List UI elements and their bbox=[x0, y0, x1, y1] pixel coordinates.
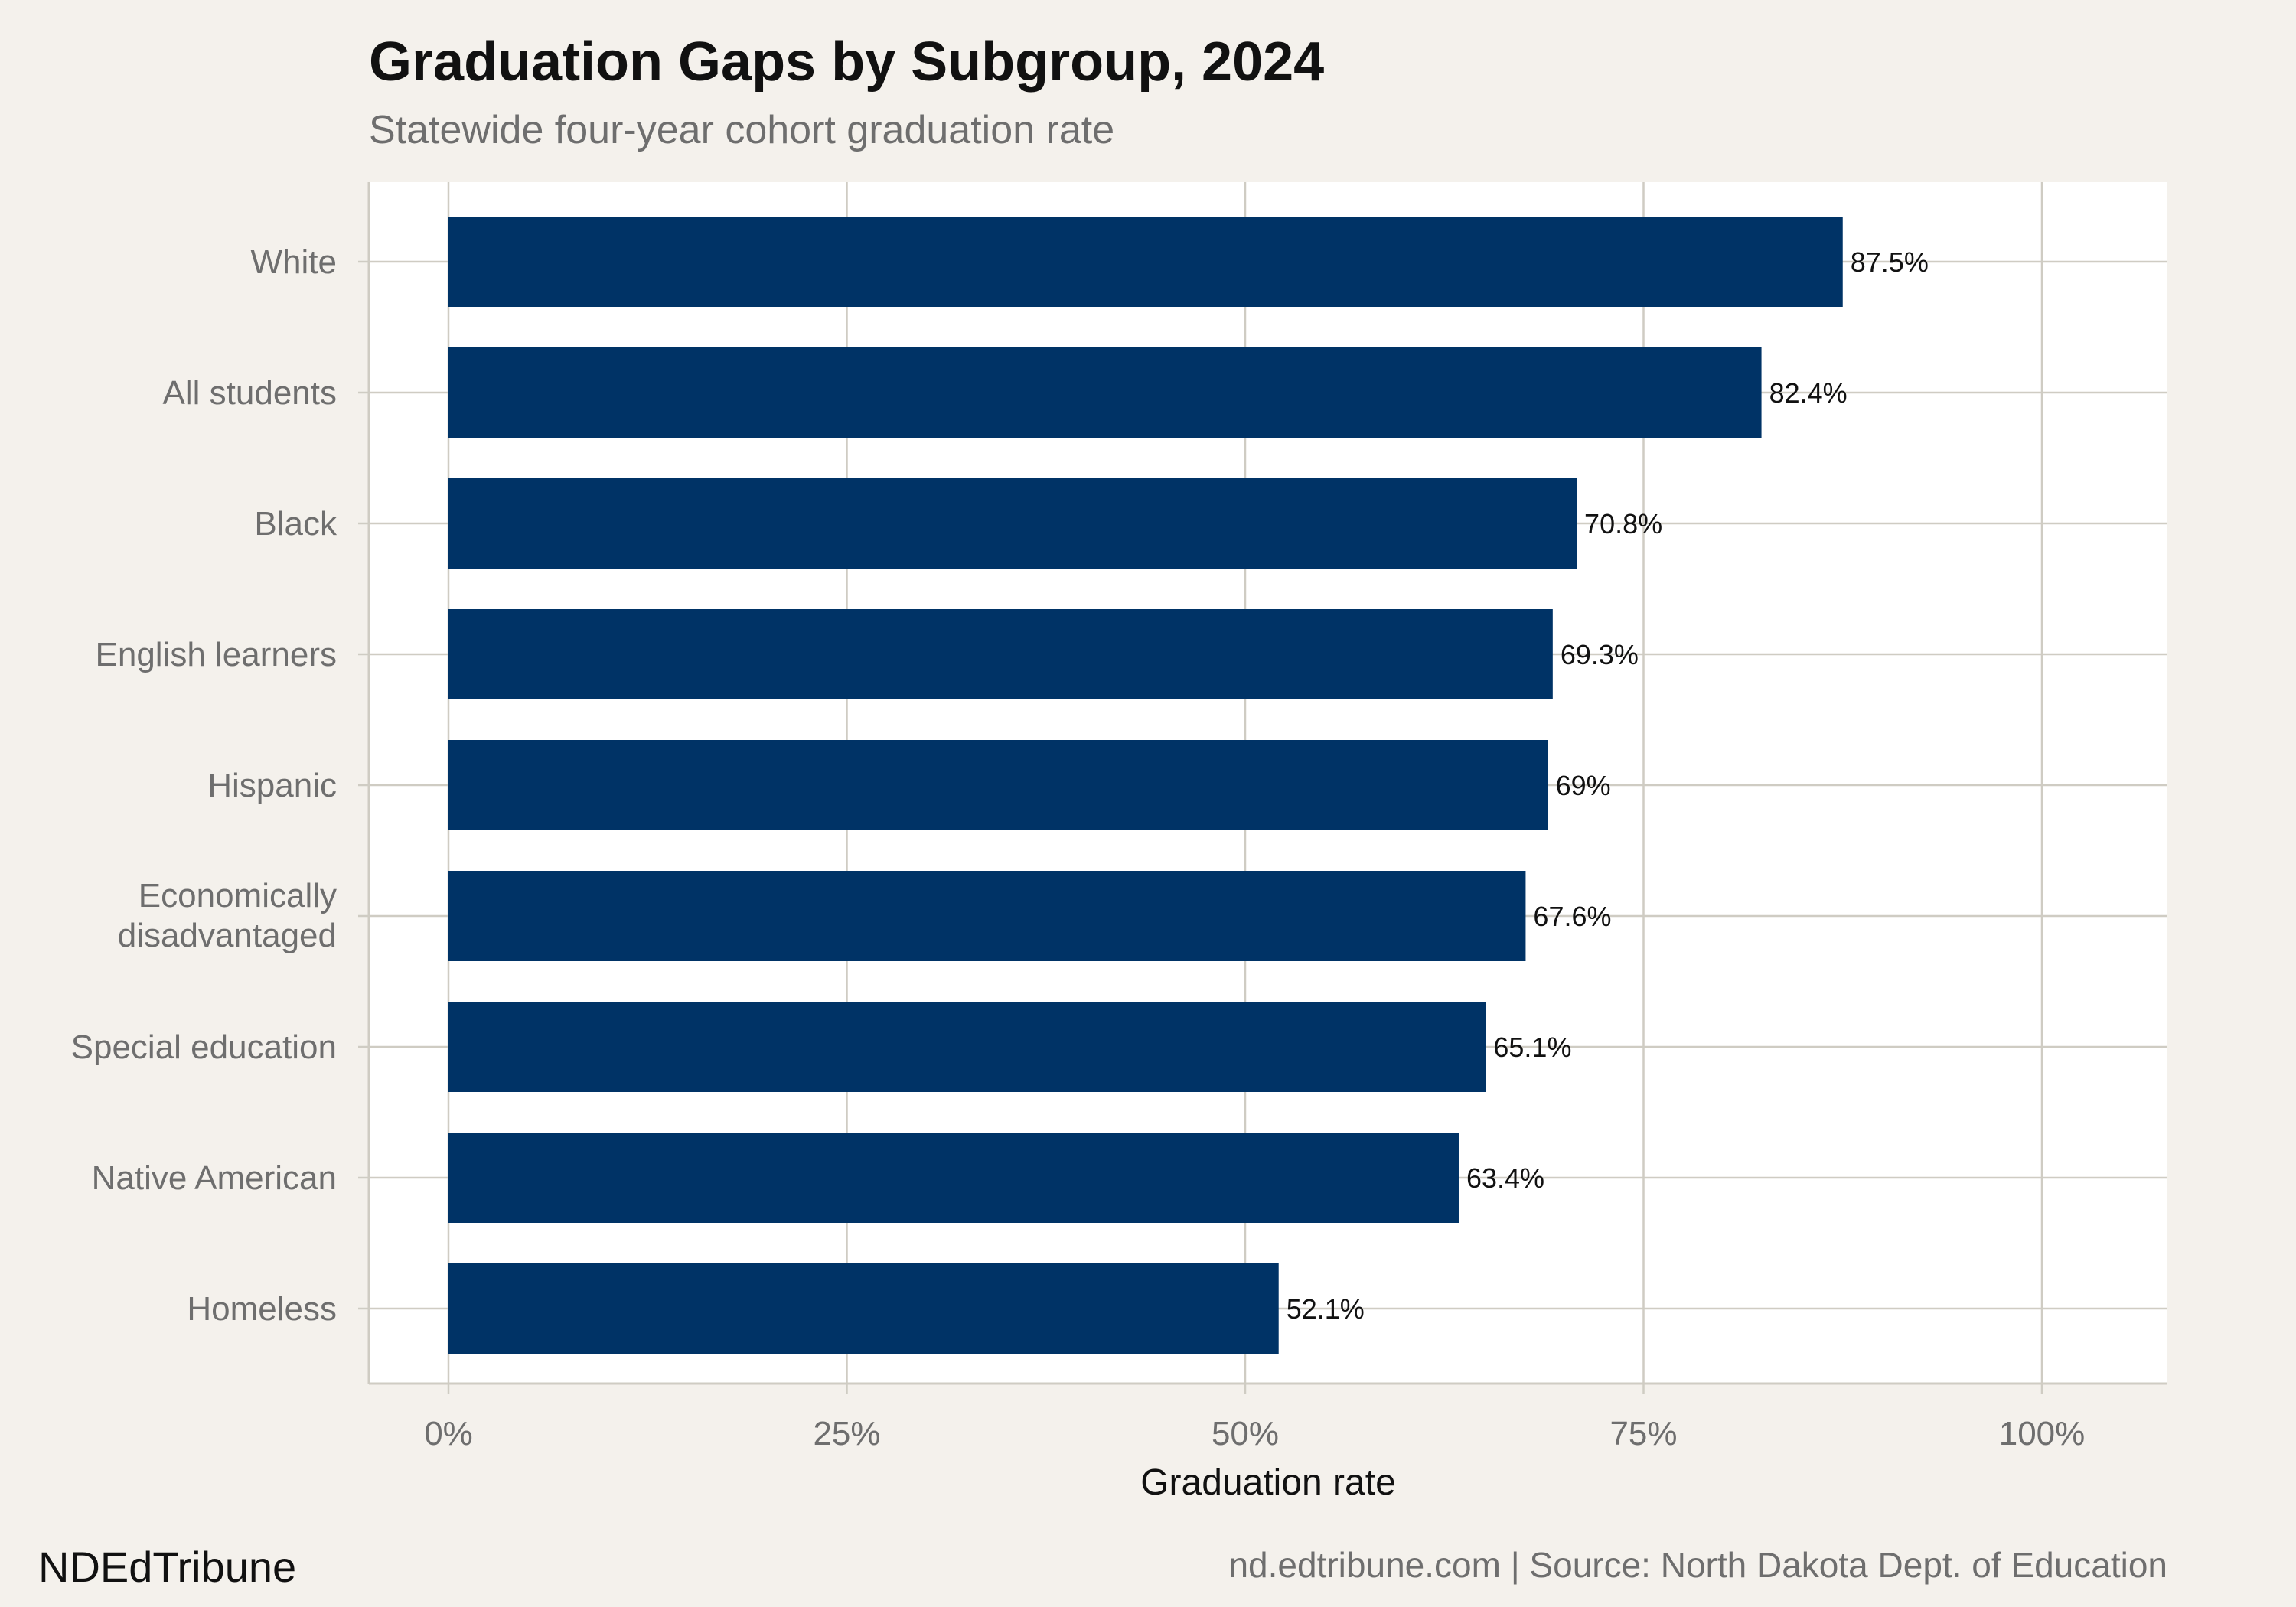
chart-title: Graduation Gaps by Subgroup, 2024 bbox=[369, 31, 1325, 93]
category-label: Homeless bbox=[187, 1290, 337, 1328]
category-label: Native American bbox=[92, 1159, 337, 1197]
bar[interactable] bbox=[448, 217, 1843, 307]
bar[interactable] bbox=[448, 1133, 1459, 1223]
category-label: Black bbox=[254, 505, 338, 543]
value-label: 82.4% bbox=[1769, 377, 1848, 409]
value-label: 65.1% bbox=[1493, 1032, 1571, 1063]
category-label: Special education bbox=[71, 1028, 337, 1066]
x-tick-label: 100% bbox=[1999, 1415, 2086, 1452]
x-tick-label: 75% bbox=[1609, 1415, 1677, 1452]
x-tick-label: 50% bbox=[1212, 1415, 1279, 1452]
category-label-line: disadvantaged bbox=[118, 917, 337, 954]
category-label: English learners bbox=[96, 636, 338, 673]
bar[interactable] bbox=[448, 1002, 1486, 1092]
value-label: 87.5% bbox=[1851, 246, 1929, 278]
bar[interactable] bbox=[448, 740, 1548, 830]
category-label: Hispanic bbox=[207, 767, 337, 804]
value-label: 52.1% bbox=[1287, 1293, 1365, 1325]
brand-logo-text: NDEdTribune bbox=[38, 1543, 297, 1591]
value-label: 70.8% bbox=[1584, 508, 1662, 539]
value-label: 67.6% bbox=[1533, 901, 1611, 932]
source-credit: nd.edtribune.com | Source: North Dakota … bbox=[1228, 1545, 2167, 1585]
bar[interactable] bbox=[448, 478, 1577, 569]
value-label: 69.3% bbox=[1561, 639, 1639, 670]
bar[interactable] bbox=[448, 347, 1762, 438]
x-tick-label: 0% bbox=[424, 1415, 473, 1452]
bar[interactable] bbox=[448, 871, 1526, 961]
x-axis-title: Graduation rate bbox=[1140, 1462, 1396, 1503]
value-label: 63.4% bbox=[1466, 1162, 1544, 1194]
category-label-line: Economically bbox=[139, 877, 337, 914]
x-tick-label: 25% bbox=[813, 1415, 880, 1452]
category-label: White bbox=[251, 243, 337, 281]
category-label: Economically disadvantaged bbox=[118, 877, 337, 954]
chart-subtitle: Statewide four-year cohort graduation ra… bbox=[369, 108, 1115, 152]
bar[interactable] bbox=[448, 609, 1553, 699]
value-label: 69% bbox=[1556, 770, 1611, 801]
category-label: All students bbox=[163, 374, 337, 412]
bar[interactable] bbox=[448, 1263, 1279, 1354]
